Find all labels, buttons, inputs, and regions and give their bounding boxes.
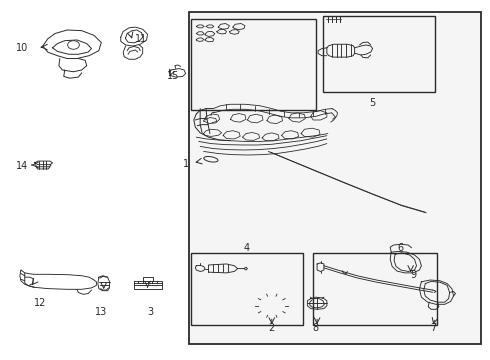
Text: 8: 8 — [313, 323, 318, 333]
Text: 4: 4 — [244, 243, 249, 253]
Bar — [192, 19, 316, 111]
Circle shape — [68, 41, 79, 49]
Text: 15: 15 — [167, 71, 179, 81]
Bar — [192, 253, 303, 325]
Text: 3: 3 — [147, 307, 153, 317]
Text: 1: 1 — [183, 159, 189, 169]
Text: 6: 6 — [398, 243, 404, 253]
Text: 9: 9 — [411, 270, 417, 280]
Text: 11: 11 — [135, 34, 147, 44]
Text: 13: 13 — [95, 307, 107, 317]
Text: 5: 5 — [369, 98, 376, 108]
Text: 12: 12 — [34, 298, 47, 308]
Text: 14: 14 — [16, 161, 28, 171]
Bar — [189, 12, 481, 344]
Text: 2: 2 — [269, 323, 275, 333]
Bar — [313, 253, 438, 325]
Bar — [323, 16, 435, 93]
Text: 7: 7 — [430, 323, 437, 333]
Text: 10: 10 — [16, 43, 28, 53]
